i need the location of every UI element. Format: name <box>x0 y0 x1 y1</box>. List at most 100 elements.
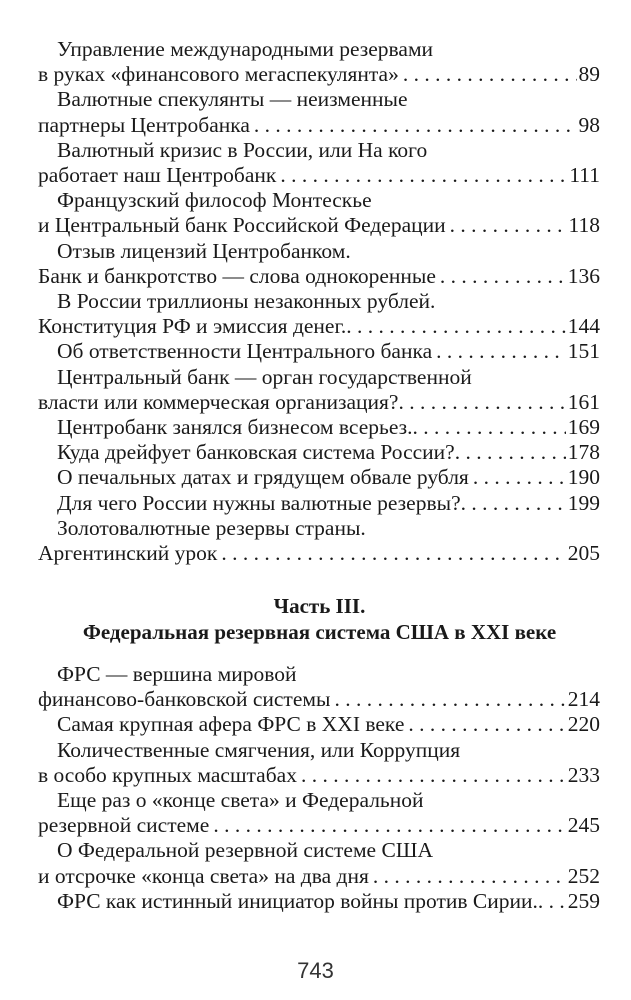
toc-entry-line: власти или коммерческая организация? 161 <box>38 390 600 415</box>
toc-entry[interactable]: Отзыв лицензий Центробанком. Банк и банкр… <box>38 239 600 289</box>
toc-entry-line: Отзыв лицензий Центробанком. <box>38 239 600 264</box>
toc-entry[interactable]: Самая крупная афера ФРС в XXI веке 220 <box>38 712 600 737</box>
toc-entry[interactable]: Центробанк занялся бизнесом всерьез. 169 <box>38 415 600 440</box>
dot-leader <box>403 62 577 87</box>
toc-entry-line: Французский философ Монтескье <box>38 188 600 213</box>
toc-page-number: 205 <box>567 541 600 566</box>
toc-entry-line: ФРС как истинный инициатор войны против … <box>38 889 600 914</box>
toc-entry[interactable]: Еще раз о «конце света» и Федеральной рез… <box>38 788 600 838</box>
toc-entry-line: резервной системе 245 <box>38 813 600 838</box>
toc-entry-title: Для чего России нужны валютные резервы? <box>57 490 461 515</box>
toc-entry-title: В России триллионы незаконных рублей. <box>57 289 436 314</box>
toc-page-number: 220 <box>567 712 600 737</box>
toc-entry-line: Управление международными резервами <box>38 37 600 62</box>
toc-entry[interactable]: Центральный банк — орган государственной… <box>38 365 600 415</box>
toc-entry-title: и Центральный банк Российской Федерации <box>38 213 446 238</box>
toc-entry-title: резервной системе <box>38 813 210 838</box>
dot-leader <box>450 213 567 238</box>
dot-leader <box>408 712 565 737</box>
toc-entry-title: Количественные смягчения, или Коррупция <box>57 737 461 762</box>
toc-entry[interactable]: Куда дрейфует банковская система России?… <box>38 440 600 465</box>
dot-leader <box>301 763 566 788</box>
toc-entry-line: в особо крупных масштабах 233 <box>38 763 600 788</box>
toc-entry[interactable]: Для чего России нужны валютные резервы? 1… <box>38 491 600 516</box>
toc-page-number: 199 <box>567 490 600 515</box>
toc-page-number: 214 <box>567 687 600 712</box>
dot-leader <box>440 264 566 289</box>
toc-entry[interactable]: Количественные смягчения, или Коррупция в… <box>38 738 600 788</box>
toc-entry-line: Валютный кризис в России, или На кого <box>38 138 600 163</box>
toc-entry-title: Валютные спекулянты — неизменные <box>57 87 408 112</box>
dot-leader <box>373 864 566 889</box>
toc-entry-title: финансово-банковской системы <box>38 687 331 712</box>
dot-leader <box>221 541 565 566</box>
toc-entry[interactable]: Об ответственности Центрального банка 151 <box>38 339 600 364</box>
toc-entry-title: в руках «финансового мегаспекулянта» <box>38 62 399 87</box>
toc-page-number: 136 <box>567 263 600 288</box>
toc-entry-line: и отсрочке «конца света» на два дня 252 <box>38 864 600 889</box>
toc-entry-title: Валютный кризис в России, или На кого <box>57 137 428 162</box>
toc-entry[interactable]: Золотовалютные резервы страны. Аргентинск… <box>38 516 600 566</box>
dot-leader <box>346 314 566 339</box>
toc-entry-line: Золотовалютные резервы страны. <box>38 516 600 541</box>
toc-entry-line: Самая крупная афера ФРС в XXI веке 220 <box>38 712 600 737</box>
toc-entry-line: Центральный банк — орган государственной <box>38 365 600 390</box>
toc-entry[interactable]: Французский философ Монтескье и Центральн… <box>38 188 600 238</box>
toc-entry[interactable]: В России триллионы незаконных рублей. Кон… <box>38 289 600 339</box>
toc-entry-line: Количественные смягчения, или Коррупция <box>38 738 600 763</box>
toc-entry[interactable]: ФРС — вершина мировой финансово-банковско… <box>38 662 600 712</box>
toc-page-number: 144 <box>567 314 600 339</box>
toc-page-number: 190 <box>567 465 600 490</box>
toc-page-number: 178 <box>567 440 600 465</box>
toc-entry-title: Куда дрейфует банковская система России? <box>57 440 455 465</box>
part-title: Федеральная резервная система США в XXI … <box>82 620 557 644</box>
toc-entry-title: Конституция РФ и эмиссия денег. <box>38 314 347 339</box>
page-number: 743 <box>297 958 334 983</box>
toc-entry[interactable]: Управление международными резервами в рук… <box>38 37 600 87</box>
toc-entry-line: Центробанк занялся бизнесом всерьез. 169 <box>38 415 600 440</box>
toc-page-number: 89 <box>578 62 601 87</box>
toc-page-number: 245 <box>567 813 600 838</box>
toc-entry-line: О Федеральной резервной системе США <box>38 838 600 863</box>
dot-leader <box>436 339 566 364</box>
toc-entry-title: Об ответственности Центрального банка <box>57 339 433 364</box>
toc-entry[interactable]: О Федеральной резервной системе США и отс… <box>38 838 600 888</box>
toc-entry[interactable]: Валютные спекулянты — неизменные партнеры… <box>38 87 600 137</box>
toc-entry-line: Аргентинский урок 205 <box>38 541 600 566</box>
toc-entry-line: в руках «финансового мегаспекулянта» 89 <box>38 62 600 87</box>
dot-leader <box>398 390 565 415</box>
toc-entry-title: власти или коммерческая организация? <box>38 389 399 414</box>
toc-entry-line: Куда дрейфует банковская система России?… <box>38 440 600 465</box>
toc-entry-title: ФРС — вершина мировой <box>57 662 297 686</box>
toc-entry-line: и Центральный банк Российской Федерации 1… <box>38 213 600 238</box>
toc-entry-line: О печальных датах и грядущем обвале рубл… <box>38 465 600 490</box>
toc-page-number: 98 <box>578 112 601 137</box>
toc-page-number: 252 <box>567 863 600 888</box>
toc-entry-title: в особо крупных масштабах <box>38 762 297 787</box>
toc-entry[interactable]: ФРС как истинный инициатор войны против … <box>38 889 600 914</box>
toc-page-number: 233 <box>567 762 600 787</box>
dot-leader <box>461 491 566 516</box>
toc-entry-title: О печальных датах и грядущем обвале рубл… <box>57 465 469 490</box>
toc-entry-title: партнеры Центробанка <box>38 112 250 137</box>
toc-page-number: 118 <box>568 213 600 238</box>
toc-entry-title: Центральный банк — орган государственной <box>57 364 472 389</box>
dot-leader <box>254 113 577 138</box>
toc-entry-line: работает наш Центробанк 111 <box>38 163 600 188</box>
toc-entry-title: Еще раз о «конце света» и Федеральной <box>57 788 424 813</box>
toc-entry-line: Для чего России нужны валютные резервы? 1… <box>38 491 600 516</box>
toc-entry-line: ФРС — вершина мировой <box>38 662 600 687</box>
toc-entry[interactable]: Валютный кризис в России, или На кого раб… <box>38 138 600 188</box>
toc-entry-title: Самая крупная афера ФРС в XXI веке <box>57 712 405 737</box>
toc-entry-line: Банк и банкротство — слова однокоренные 1… <box>38 264 600 289</box>
toc-page-number: 111 <box>569 163 600 188</box>
toc-list-part2: Управление международными резервами в рук… <box>38 37 600 566</box>
toc-entry-title: работает наш Центробанк <box>38 163 277 188</box>
toc-entry-line: Валютные спекулянты — неизменные <box>38 87 600 112</box>
toc-entry-line: Конституция РФ и эмиссия денег. 144 <box>38 314 600 339</box>
toc-entry[interactable]: О печальных датах и грядущем обвале рубл… <box>38 465 600 490</box>
dot-leader <box>538 889 566 914</box>
toc-entry-line: партнеры Центробанка 98 <box>38 113 600 138</box>
toc-page-number: 161 <box>567 389 600 414</box>
toc-entry-line: Еще раз о «конце света» и Федеральной <box>38 788 600 813</box>
